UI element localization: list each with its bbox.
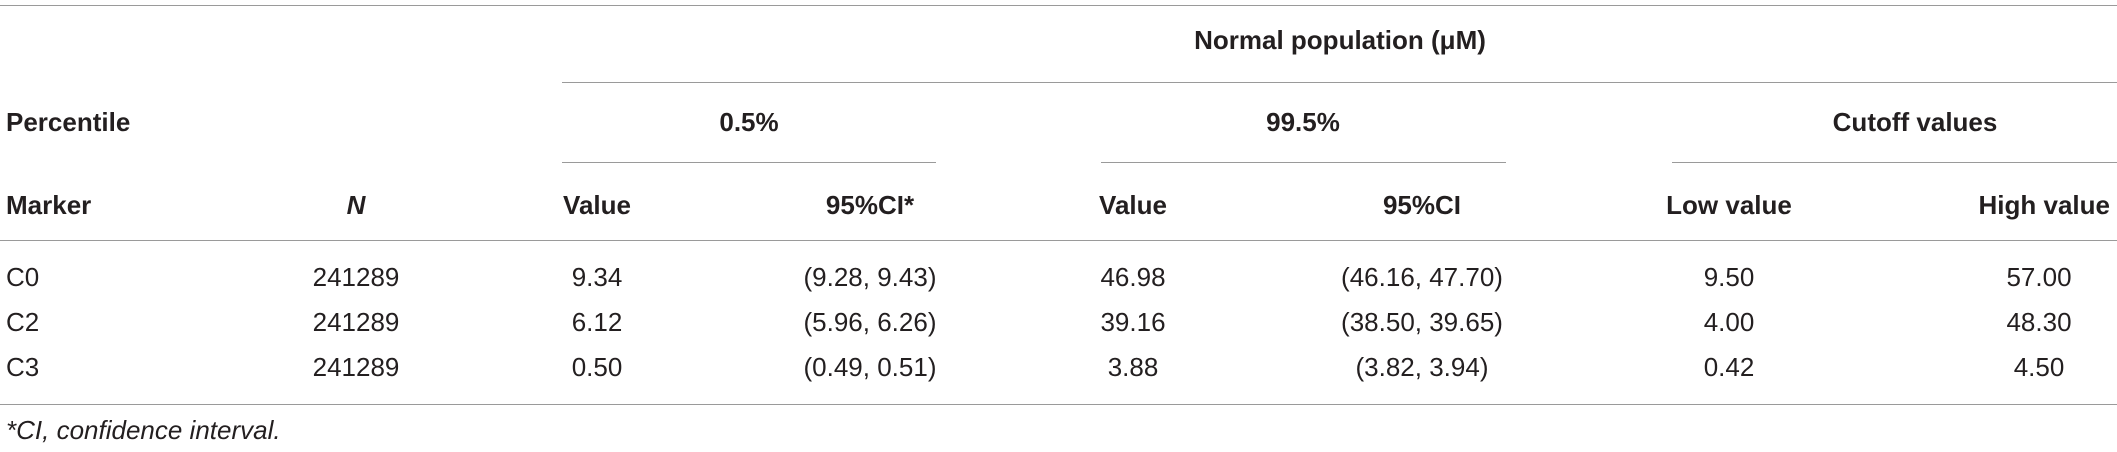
high-value-cell: 4.50 <box>2013 352 2065 382</box>
value-header-p995: Value <box>1099 190 1167 220</box>
table-top-rule <box>0 5 2117 6</box>
cutoff-header-rule <box>1672 162 2117 163</box>
marker-cell: C3 <box>6 352 40 382</box>
header-bottom-rule <box>0 240 2117 241</box>
marker-cell: C2 <box>6 307 40 337</box>
ci-cell-p995: (3.82, 3.94) <box>1355 352 1489 382</box>
value-cell-p995: 39.16 <box>1100 307 1166 337</box>
high-value-header: High value <box>1978 190 2110 220</box>
low-value-header: Low value <box>1666 190 1792 220</box>
p995-header-rule <box>1101 162 1506 163</box>
high-value-cell: 57.00 <box>2006 262 2072 292</box>
high-value-cell: 48.30 <box>2006 307 2072 337</box>
ci-header-p05: 95%CI* <box>825 190 915 220</box>
table-footnote: *CI, confidence interval. <box>6 415 281 445</box>
group-title: Normal population (μM) <box>1194 25 1486 55</box>
value-cell-p05: 6.12 <box>571 307 623 337</box>
value-header-p05: Value <box>563 190 631 220</box>
value-cell-p05: 0.50 <box>571 352 623 382</box>
n-cell: 241289 <box>312 262 400 292</box>
value-cell-p995: 3.88 <box>1107 352 1159 382</box>
group-header-rule <box>562 82 2117 83</box>
percentile-label: Percentile <box>6 107 131 137</box>
n-header: N <box>346 190 366 220</box>
low-value-cell: 4.00 <box>1703 307 1755 337</box>
p05-header-rule <box>562 162 936 163</box>
marker-header: Marker <box>6 190 92 220</box>
n-cell: 241289 <box>312 352 400 382</box>
low-value-cell: 9.50 <box>1703 262 1755 292</box>
ci-cell-p995: (46.16, 47.70) <box>1341 262 1503 292</box>
low-value-cell: 0.42 <box>1703 352 1755 382</box>
ci-cell-p05: (5.96, 6.26) <box>803 307 937 337</box>
ci-header-p995: 95%CI <box>1382 190 1462 220</box>
value-cell-p05: 9.34 <box>571 262 623 292</box>
table-bottom-rule <box>0 404 2117 405</box>
p05-header: 0.5% <box>719 107 779 137</box>
p995-header: 99.5% <box>1266 107 1340 137</box>
marker-cell: C0 <box>6 262 40 292</box>
ci-cell-p05: (0.49, 0.51) <box>803 352 937 382</box>
ci-cell-p995: (38.50, 39.65) <box>1341 307 1503 337</box>
cutoff-header: Cutoff values <box>1832 107 1998 137</box>
n-cell: 241289 <box>312 307 400 337</box>
ci-cell-p05: (9.28, 9.43) <box>803 262 937 292</box>
value-cell-p995: 46.98 <box>1100 262 1166 292</box>
